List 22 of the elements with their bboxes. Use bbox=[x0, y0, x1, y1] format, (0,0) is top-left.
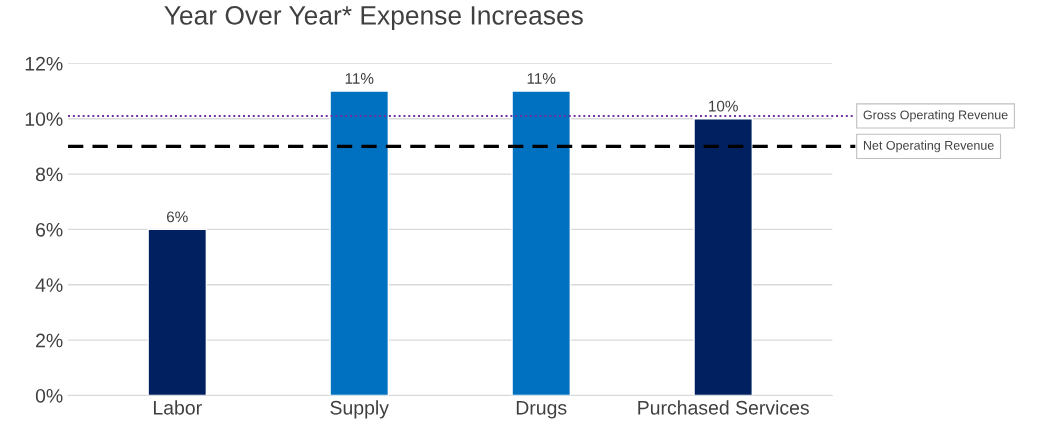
y-tick-label: 0% bbox=[35, 388, 63, 403]
x-tick-label: Labor bbox=[153, 400, 202, 415]
y-tick-label: 2% bbox=[36, 333, 63, 348]
bar bbox=[329, 90, 390, 396]
bar bbox=[693, 118, 753, 396]
bar bbox=[511, 90, 572, 396]
data-label: 11% bbox=[345, 73, 374, 84]
chart-title: Year Over Year* Expense Increases bbox=[164, 6, 583, 30]
y-tick-label: 12% bbox=[25, 56, 63, 71]
y-tick-label: 4% bbox=[35, 278, 63, 292]
data-label: 11% bbox=[527, 73, 556, 84]
x-tick-label: Purchased Services bbox=[638, 400, 809, 415]
data-label: 6% bbox=[166, 211, 188, 223]
data-label: 10% bbox=[709, 100, 738, 112]
bar bbox=[147, 228, 208, 396]
x-tick-label: Drugs bbox=[516, 401, 567, 419]
y-tick-label: 10% bbox=[25, 112, 63, 126]
y-tick-label: 6% bbox=[36, 222, 63, 237]
ref-line-label: Gross Operating Revenue bbox=[863, 110, 1008, 122]
y-tick-label: 8% bbox=[35, 167, 63, 182]
x-tick-label: Supply bbox=[330, 400, 389, 419]
ref-line-label: Net Operating Revenue bbox=[863, 140, 994, 153]
